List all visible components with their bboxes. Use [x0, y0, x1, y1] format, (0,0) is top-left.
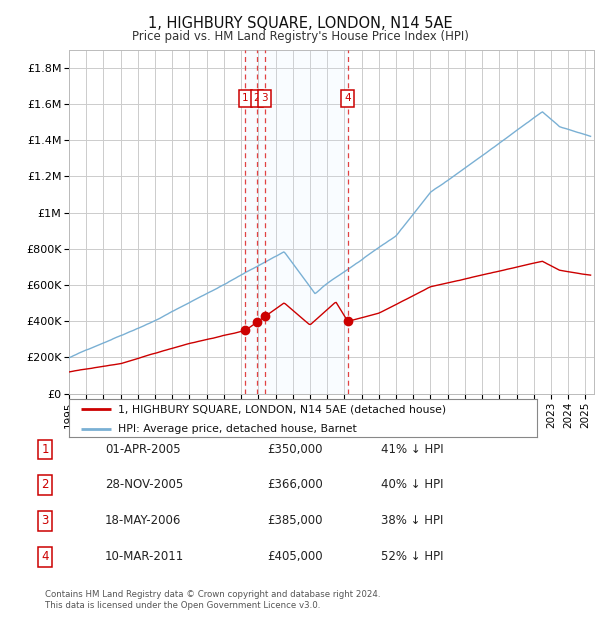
Bar: [245, 50, 347, 394]
Text: 01-APR-2005: 01-APR-2005: [105, 443, 181, 456]
Text: 40% ↓ HPI: 40% ↓ HPI: [381, 479, 443, 491]
Text: 18-MAY-2006: 18-MAY-2006: [105, 515, 181, 527]
Text: HPI: Average price, detached house, Barnet: HPI: Average price, detached house, Barn…: [118, 423, 357, 433]
Text: 4: 4: [41, 551, 49, 563]
Text: 10-MAR-2011: 10-MAR-2011: [105, 551, 184, 563]
Text: 52% ↓ HPI: 52% ↓ HPI: [381, 551, 443, 563]
Text: 1, HIGHBURY SQUARE, LONDON, N14 5AE: 1, HIGHBURY SQUARE, LONDON, N14 5AE: [148, 16, 452, 31]
Text: 1, HIGHBURY SQUARE, LONDON, N14 5AE (detached house): 1, HIGHBURY SQUARE, LONDON, N14 5AE (det…: [118, 404, 446, 414]
Text: £366,000: £366,000: [267, 479, 323, 491]
Text: Contains HM Land Registry data © Crown copyright and database right 2024.
This d: Contains HM Land Registry data © Crown c…: [45, 590, 380, 609]
Text: 1: 1: [41, 443, 49, 456]
Text: £350,000: £350,000: [267, 443, 323, 456]
Text: 28-NOV-2005: 28-NOV-2005: [105, 479, 183, 491]
Text: 3: 3: [262, 94, 268, 104]
Text: £385,000: £385,000: [267, 515, 323, 527]
Text: 1: 1: [242, 94, 249, 104]
Text: Price paid vs. HM Land Registry's House Price Index (HPI): Price paid vs. HM Land Registry's House …: [131, 30, 469, 43]
Text: 2: 2: [254, 94, 260, 104]
Text: £405,000: £405,000: [267, 551, 323, 563]
Text: 2: 2: [41, 479, 49, 491]
Text: 41% ↓ HPI: 41% ↓ HPI: [381, 443, 443, 456]
Text: 3: 3: [41, 515, 49, 527]
Text: 4: 4: [344, 94, 351, 104]
Text: 38% ↓ HPI: 38% ↓ HPI: [381, 515, 443, 527]
